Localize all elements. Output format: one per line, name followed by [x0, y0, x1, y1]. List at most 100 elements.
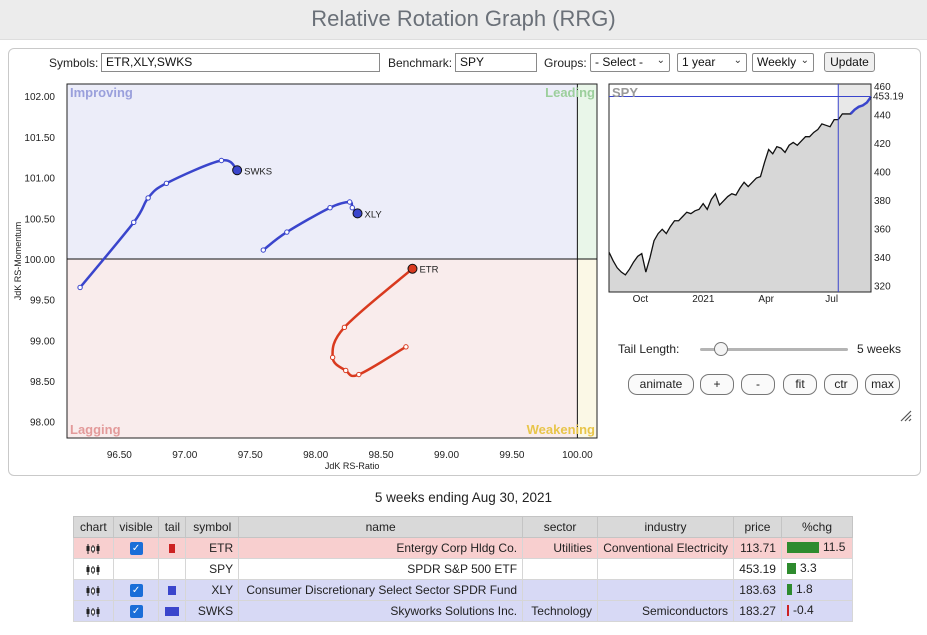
candlestick-chart-icon[interactable] — [86, 564, 100, 575]
tail-color-swatch[interactable] — [165, 607, 180, 617]
visible-checkbox[interactable]: ✓ — [129, 584, 143, 598]
col-header-tail[interactable]: tail — [158, 516, 187, 538]
row-name: Entergy Corp Hldg Co. — [238, 537, 524, 559]
resize-grip-icon[interactable] — [898, 408, 912, 422]
row-pctchg: -0.4 — [792, 603, 814, 618]
tail-length-slider-handle[interactable] — [714, 342, 728, 356]
row-symbol: XLY — [185, 579, 240, 601]
y-tick-label: 99.00 — [30, 336, 55, 347]
row-industry — [597, 558, 734, 580]
rrg-tail-point[interactable] — [284, 229, 290, 235]
row-chart-cell[interactable] — [73, 558, 114, 580]
tail-color-swatch[interactable] — [169, 544, 176, 554]
row-visible-cell[interactable]: ✓ — [112, 537, 160, 559]
benchmark-input[interactable]: SPY — [455, 53, 537, 72]
rrg-tail-point[interactable] — [343, 367, 349, 374]
rrg-plot-layer: Improving Leading Lagging Weakening 96.50 97.… — [13, 83, 598, 471]
rrg-head-xly[interactable] — [352, 208, 363, 219]
groups-label: Groups: — [544, 56, 587, 70]
quadrant-label-weakening: Weakening — [527, 422, 595, 437]
rrg-tail-point[interactable] — [77, 284, 83, 291]
row-name: SPDR S&P 500 ETF — [238, 558, 524, 580]
rrg-tail-point[interactable] — [349, 204, 355, 211]
row-chart-cell[interactable] — [73, 537, 114, 559]
pctchg-bar — [786, 541, 819, 553]
rrg-tail-point[interactable] — [346, 199, 353, 205]
row-tail-cell[interactable] — [158, 600, 187, 622]
row-price: 113.71 — [732, 537, 782, 559]
col-header-sector[interactable]: sector — [522, 516, 598, 538]
col-header-chart[interactable]: chart — [73, 516, 114, 538]
table-header-row: chart visible tail symbol name sector in… — [73, 516, 854, 538]
rrg-tail-point[interactable] — [341, 324, 348, 331]
col-header-visible[interactable]: visible — [112, 516, 160, 538]
row-tail-cell[interactable] — [158, 558, 187, 580]
x-tick-label: 98.00 — [303, 450, 328, 461]
period-select[interactable]: 1 year ⌄ — [677, 53, 747, 72]
interval-select[interactable]: Weekly ⌄ — [752, 53, 814, 72]
rrg-tail-point[interactable] — [329, 354, 336, 361]
row-pctchg: 3.3 — [799, 561, 817, 576]
row-name: Consumer Discretionary Select Sector SPD… — [238, 579, 524, 601]
rrg-chart[interactable]: Improving Leading Lagging Weakening 96.50 97.… — [0, 0, 927, 480]
y-tick-label: 102.00 — [24, 92, 55, 103]
max-button[interactable]: max — [865, 374, 900, 395]
candlestick-chart-icon[interactable] — [86, 585, 100, 596]
row-tail-cell[interactable] — [158, 537, 187, 559]
row-visible-cell[interactable] — [112, 558, 160, 580]
rrg-head-swks[interactable] — [232, 165, 243, 176]
rrg-tail-point[interactable] — [218, 157, 225, 164]
animate-button[interactable]: animate — [628, 374, 694, 395]
zoom-out-button[interactable]: - — [741, 374, 775, 395]
rrg-tail-point[interactable] — [403, 344, 409, 350]
center-button[interactable]: ctr — [824, 374, 858, 395]
table-row[interactable]: ✓ ETR Entergy Corp Hldg Co. Utilities Conven… — [73, 537, 854, 559]
tail-length-label: Tail Length: — [618, 342, 680, 356]
row-sector — [522, 558, 598, 580]
rrg-tail-point[interactable] — [356, 371, 362, 378]
rrg-head-etr[interactable] — [407, 263, 418, 274]
col-header-name[interactable]: name — [238, 516, 524, 538]
table-row[interactable]: ✓ SWKS Skyworks Solutions Inc. Technology Se… — [73, 600, 854, 622]
rrg-tail-point[interactable] — [327, 204, 333, 211]
tail-length-value: 5 weeks — [857, 342, 902, 356]
visible-checkbox[interactable]: ✓ — [129, 542, 143, 556]
visible-checkbox[interactable]: ✓ — [129, 605, 143, 619]
symbols-input[interactable]: ETR,XLY,SWKS — [101, 53, 380, 72]
y-tick-label: 100.50 — [24, 214, 55, 225]
row-chart-cell[interactable] — [73, 579, 114, 601]
row-visible-cell[interactable]: ✓ — [112, 600, 160, 622]
row-chart-cell[interactable] — [73, 600, 114, 622]
row-tail-cell[interactable] — [158, 579, 187, 601]
update-button[interactable]: Update — [824, 52, 875, 72]
row-visible-cell[interactable]: ✓ — [112, 579, 160, 601]
mini-y-tick-label: 380 — [874, 196, 891, 207]
col-header-industry[interactable]: industry — [597, 516, 734, 538]
row-pctchg-cell: 1.8 — [780, 579, 854, 601]
table-row[interactable]: ✓ XLY Consumer Discretionary Select Sector… — [73, 579, 854, 601]
rrg-tail-point[interactable] — [163, 180, 170, 186]
candlestick-chart-icon[interactable] — [86, 543, 100, 554]
rrg-tail-point[interactable] — [131, 219, 137, 226]
row-pctchg: 1.8 — [795, 582, 813, 597]
candlestick-chart-icon[interactable] — [86, 606, 100, 617]
table-row[interactable]: SPY SPDR S&P 500 ETF 453.19 3.3 — [73, 558, 854, 580]
tail-length-slider[interactable] — [700, 348, 848, 351]
y-tick-label: 98.00 — [30, 418, 55, 429]
groups-select[interactable]: - Select - ⌄ — [590, 53, 670, 72]
rrg-tail-point[interactable] — [145, 195, 151, 201]
rrg-symbol-label: XLY — [365, 209, 383, 220]
row-pctchg-cell: 11.5 — [780, 537, 854, 559]
chevron-down-icon: ⌄ — [733, 55, 742, 66]
row-price: 453.19 — [732, 558, 782, 580]
row-price: 183.63 — [732, 579, 782, 601]
benchmark-mini-chart: SPY 460 440 420 400 380 360 340 320 453.19 Oct 2021… — [608, 82, 904, 305]
col-header-symbol[interactable]: symbol — [185, 516, 240, 538]
rrg-tail-point[interactable] — [260, 247, 266, 253]
zoom-in-button[interactable]: + — [700, 374, 734, 395]
fit-button[interactable]: fit — [783, 374, 817, 395]
tail-color-swatch[interactable] — [168, 586, 177, 596]
col-header-price[interactable]: price — [732, 516, 782, 538]
col-header-pctchg[interactable]: %chg — [780, 516, 854, 538]
x-tick-label: 100.00 — [562, 450, 593, 461]
